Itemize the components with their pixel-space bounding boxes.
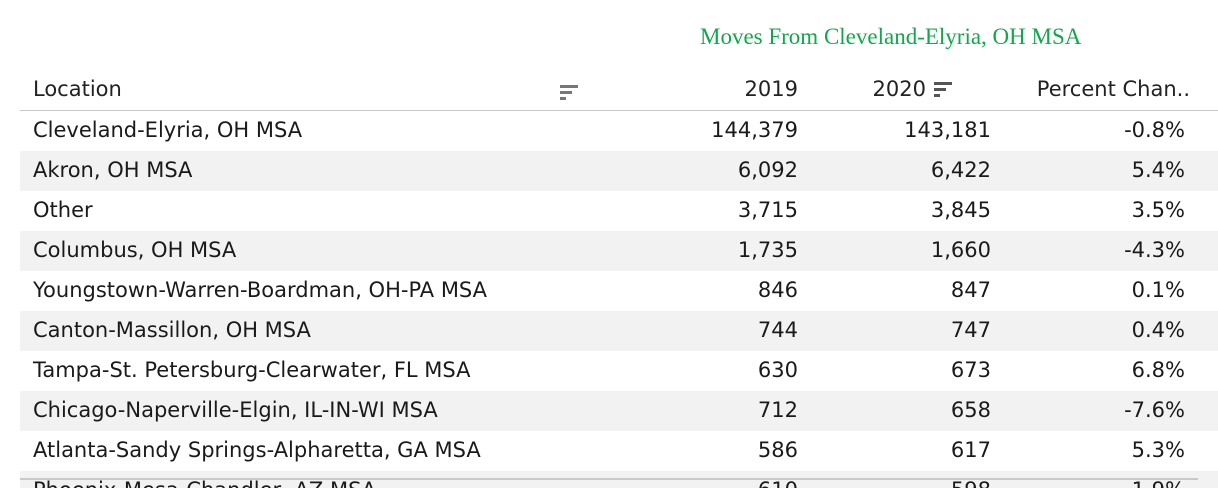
cell-2019: 630 [757, 358, 798, 382]
cell-percent-change: -4.3% [1124, 238, 1185, 262]
cell-2020: 658 [950, 398, 991, 422]
cell-2019: 846 [757, 278, 798, 302]
cell-location: Chicago-Naperville-Elgin, IL-IN-WI MSA [33, 398, 438, 422]
column-header-percent-change[interactable]: Percent Chan.. [1036, 77, 1190, 101]
cell-percent-change: 3.5% [1131, 198, 1185, 222]
cell-2019: 3,715 [737, 198, 798, 222]
cell-2020: 747 [950, 318, 991, 342]
cell-2019: 586 [757, 438, 798, 462]
cell-2020: 617 [950, 438, 991, 462]
table-row[interactable]: Columbus, OH MSA 1,735 1,660 -4.3% [20, 231, 1218, 271]
sort-descending-icon[interactable] [934, 80, 954, 98]
cell-location: Atlanta-Sandy Springs-Alpharetta, GA MSA [33, 438, 481, 462]
cell-location: Canton-Massillon, OH MSA [33, 318, 311, 342]
table-row[interactable]: Youngstown-Warren-Boardman, OH-PA MSA 84… [20, 271, 1218, 311]
table-row[interactable]: Chicago-Naperville-Elgin, IL-IN-WI MSA 7… [20, 391, 1218, 431]
cell-2020: 673 [950, 358, 991, 382]
cell-percent-change: 5.3% [1131, 438, 1185, 462]
data-table: Location 2019 2020 Percent Chan.. Clevel… [20, 68, 1218, 488]
table-bottom-divider [20, 478, 1198, 480]
cell-2020: 6,422 [930, 158, 991, 182]
table-row[interactable]: Tampa-St. Petersburg-Clearwater, FL MSA … [20, 351, 1218, 391]
table-header: Location 2019 2020 Percent Chan.. [20, 68, 1218, 111]
table-row[interactable]: Canton-Massillon, OH MSA 744 747 0.4% [20, 311, 1218, 351]
cell-percent-change: 0.4% [1131, 318, 1185, 342]
table-row[interactable]: Cleveland-Elyria, OH MSA 144,379 143,181… [20, 111, 1218, 151]
cell-2020: 143,181 [904, 118, 991, 142]
cell-percent-change: -7.6% [1124, 398, 1185, 422]
cell-location: Cleveland-Elyria, OH MSA [33, 118, 303, 142]
table-row[interactable]: Phoenix-Mesa-Chandler, AZ MSA 610 598 -1… [20, 471, 1218, 488]
cell-location: Tampa-St. Petersburg-Clearwater, FL MSA [33, 358, 471, 382]
cell-location: Youngstown-Warren-Boardman, OH-PA MSA [33, 278, 488, 302]
cell-2019: 144,379 [711, 118, 798, 142]
cell-2019: 1,735 [737, 238, 798, 262]
cell-location: Columbus, OH MSA [33, 238, 237, 262]
chart-title: Moves From Cleveland-Elyria, OH MSA [700, 24, 1082, 49]
cell-2020: 847 [950, 278, 991, 302]
column-header-2020-label: 2020 [872, 77, 926, 101]
column-header-2020[interactable]: 2020 [873, 77, 954, 101]
table-row[interactable]: Atlanta-Sandy Springs-Alpharetta, GA MSA… [20, 431, 1218, 471]
cell-2020: 3,845 [930, 198, 991, 222]
cell-2019: 610 [758, 478, 798, 488]
table-row[interactable]: Akron, OH MSA 6,092 6,422 5.4% [20, 151, 1218, 191]
cell-2019: 6,092 [737, 158, 798, 182]
column-header-2019[interactable]: 2019 [744, 77, 798, 101]
cell-location: Akron, OH MSA [33, 158, 193, 182]
cell-percent-change: 5.4% [1131, 158, 1185, 182]
table-body: Cleveland-Elyria, OH MSA 144,379 143,181… [20, 111, 1218, 488]
cell-location: Phoenix-Mesa-Chandler, AZ MSA [33, 478, 376, 488]
cell-percent-change: 6.8% [1131, 358, 1185, 382]
sort-icon[interactable] [560, 83, 580, 101]
cell-2019: 712 [757, 398, 798, 422]
table-row[interactable]: Other 3,715 3,845 3.5% [20, 191, 1218, 231]
cell-2019: 744 [757, 318, 798, 342]
cell-percent-change: -0.8% [1124, 118, 1185, 142]
column-header-location[interactable]: Location [33, 77, 122, 101]
cell-percent-change: -1.9% [1124, 478, 1185, 488]
cell-percent-change: 0.1% [1131, 278, 1185, 302]
cell-2020: 598 [951, 478, 991, 488]
cell-2020: 1,660 [930, 238, 991, 262]
cell-location: Other [33, 198, 93, 222]
